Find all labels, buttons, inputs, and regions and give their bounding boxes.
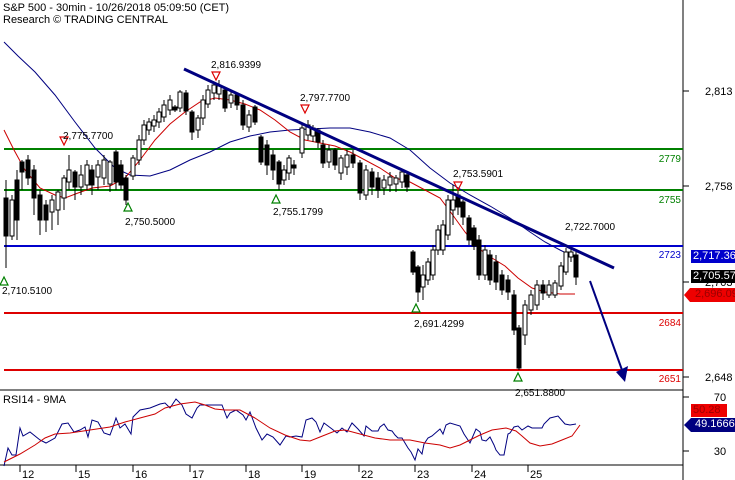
chart-title: S&P 500 - 30min - 10/26/2018 05:09:50 (C… <box>3 2 230 14</box>
rsi-tick-70: 70 <box>714 392 726 404</box>
ma-blue-value-box: 2,717.36 <box>691 250 735 263</box>
swing-label-8: 2,691.4299 <box>414 319 464 330</box>
ma-slow-line <box>3 41 573 257</box>
rsi-ma-line <box>3 401 581 463</box>
swing-label-5: 2,755.1799 <box>273 207 323 218</box>
date-tick-label: 15 <box>78 469 90 480</box>
price-tick-label: 2,813 <box>705 86 733 98</box>
level-label-s1: 2684 <box>659 318 682 329</box>
price-tick-label: 2,758 <box>705 181 733 193</box>
forecast-arrow-shaft <box>589 280 623 371</box>
rsi-value-box: 49.1666 <box>695 418 735 430</box>
date-tick-label: 12 <box>22 469 34 480</box>
rsi-line <box>3 398 577 467</box>
date-tick-label: 19 <box>304 469 316 480</box>
chart-subtitle: Research © TRADING CENTRAL <box>3 14 168 26</box>
rsi-ma-value-box: 50.28 <box>691 404 727 417</box>
level-label-r1: 2755 <box>659 195 682 206</box>
date-tick-label: 24 <box>474 469 486 480</box>
swing-high-markers <box>59 71 463 192</box>
forecast-arrow-head <box>616 366 628 382</box>
rsi-pointer <box>684 418 735 432</box>
swing-label-6: 2,797.7700 <box>300 93 350 104</box>
level-label-pivot: 2723 <box>659 250 682 261</box>
date-tick-label: 25 <box>530 469 542 480</box>
swing-label-2: 2,775.7700 <box>63 131 113 142</box>
rsi-title: RSI14 - 9MA <box>3 394 67 406</box>
price-tick-label: 2,648 <box>705 372 733 384</box>
swing-label-7: 2,753.5901 <box>453 169 503 180</box>
ma-red-value-box: 2,696.09 <box>695 288 735 300</box>
level-label-r2: 2779 <box>659 154 682 165</box>
date-tick-label: 16 <box>135 469 147 480</box>
swing-low-markers <box>0 193 523 382</box>
descending-trendline <box>183 67 615 270</box>
date-tick-label: 23 <box>417 469 429 480</box>
swing-label-1: 2,710.5100 <box>2 286 52 297</box>
date-axis-ticks <box>19 465 529 472</box>
date-tick-label: 17 <box>192 469 204 480</box>
last-price-box: 2,705.57 <box>691 270 735 283</box>
date-tick-label: 22 <box>361 469 373 480</box>
swing-label-10: 2,722.7000 <box>565 222 615 233</box>
price-axis-ticks <box>683 90 689 452</box>
ma-red-pointer <box>684 288 735 302</box>
rsi-tick-30: 30 <box>714 446 726 458</box>
candlesticks <box>3 80 579 370</box>
level-label-s2: 2651 <box>659 374 682 385</box>
swing-label-9: 2,651.8800 <box>515 388 565 399</box>
date-tick-label: 18 <box>248 469 260 480</box>
swing-label-4: 2,816.9399 <box>211 60 261 71</box>
swing-label-3: 2,750.5000 <box>125 217 175 228</box>
